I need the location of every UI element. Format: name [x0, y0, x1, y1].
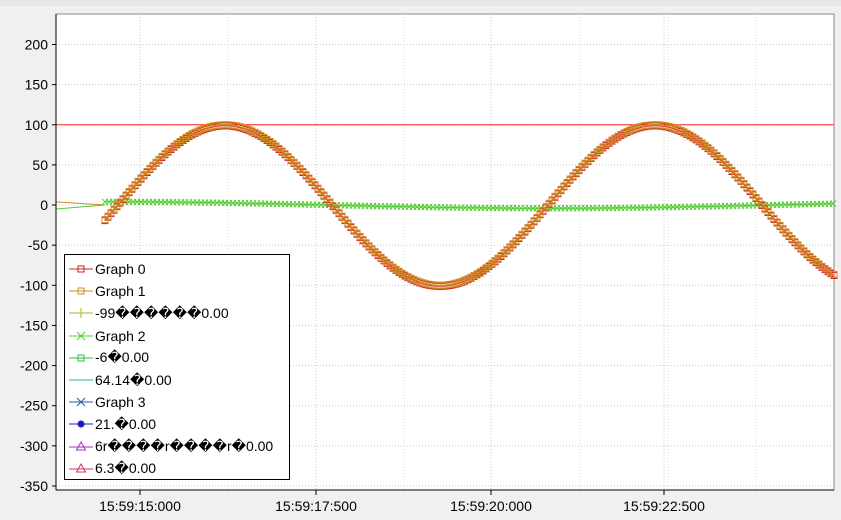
legend-item: Graph 3	[69, 391, 146, 413]
y-tick-label: -50	[28, 237, 48, 253]
triangle-icon	[69, 440, 93, 454]
y-tick-label: -350	[20, 478, 48, 494]
y-tick-label: -250	[20, 398, 48, 414]
legend-label: Graph 0	[95, 261, 146, 277]
y-tick-label: -300	[20, 438, 48, 454]
legend-item: Graph 1	[69, 280, 146, 302]
x-tick-label: 15:59:20:000	[450, 498, 532, 514]
legend-label: Graph 1	[95, 283, 146, 300]
series-point-graph-2	[829, 200, 837, 207]
y-tick-label: 100	[25, 117, 49, 133]
y-axis: 200 150 100 50 0 -50 -100 -150 -200 -250 -300 -350	[20, 37, 56, 494]
series-lead-line	[55, 201, 106, 206]
plus-icon	[69, 306, 93, 320]
series-line-graph-0	[104, 125, 834, 287]
legend-item: Graph 2	[69, 325, 146, 347]
series-lead-line	[55, 204, 106, 210]
dot-icon	[69, 417, 93, 431]
triangle-icon	[69, 462, 93, 476]
y-tick-label: -100	[20, 277, 48, 293]
x-tick-label: 15:59:15:000	[99, 498, 181, 514]
x-icon	[69, 395, 93, 409]
square-icon	[69, 351, 93, 365]
y-tick-label: -150	[20, 317, 48, 333]
legend: Graph 0 Graph 1 -99������0.00 Graph 2 -6�0.0…	[64, 254, 290, 480]
x-axis: 15:59:15:000 15:59:17:500 15:59:20:000 15:5…	[99, 490, 705, 514]
legend-item: Graph 0	[69, 258, 146, 280]
legend-item: 6r����r����r�0.00	[69, 436, 273, 458]
legend-label: -99������0.00	[95, 304, 229, 321]
legend-item: 64.14�0.00	[69, 369, 172, 391]
x-icon	[69, 329, 93, 343]
x-tick-label: 15:59:17:500	[275, 498, 357, 514]
x-tick-label: 15:59:22:500	[623, 498, 705, 514]
legend-item: -99������0.00	[69, 302, 229, 324]
legend-label: 21.�0.00	[95, 415, 157, 432]
legend-label: Graph 2	[95, 327, 146, 344]
legend-label: 6.3�0.00	[95, 460, 157, 477]
y-tick-label: 200	[25, 37, 49, 53]
series	[55, 121, 838, 290]
legend-item: 21.�0.00	[69, 413, 156, 435]
square-icon	[69, 262, 93, 276]
y-tick-label: 0	[40, 197, 48, 213]
legend-label: Graph 3	[95, 394, 146, 411]
legend-label: -6�0.00	[95, 349, 150, 366]
line-icon	[69, 373, 93, 387]
square-icon	[69, 284, 93, 298]
y-tick-label: 50	[32, 157, 48, 173]
y-tick-label: -200	[20, 358, 48, 374]
y-tick-label: 150	[25, 77, 49, 93]
legend-label: 6r����r����r�0.00	[95, 438, 274, 455]
legend-item: -6�0.00	[69, 347, 149, 369]
series-line-graph-1	[104, 124, 834, 286]
legend-label: 64.14�0.00	[95, 371, 172, 388]
series-point-graph-1	[830, 270, 838, 278]
legend-item: 6.3�0.00	[69, 458, 156, 480]
